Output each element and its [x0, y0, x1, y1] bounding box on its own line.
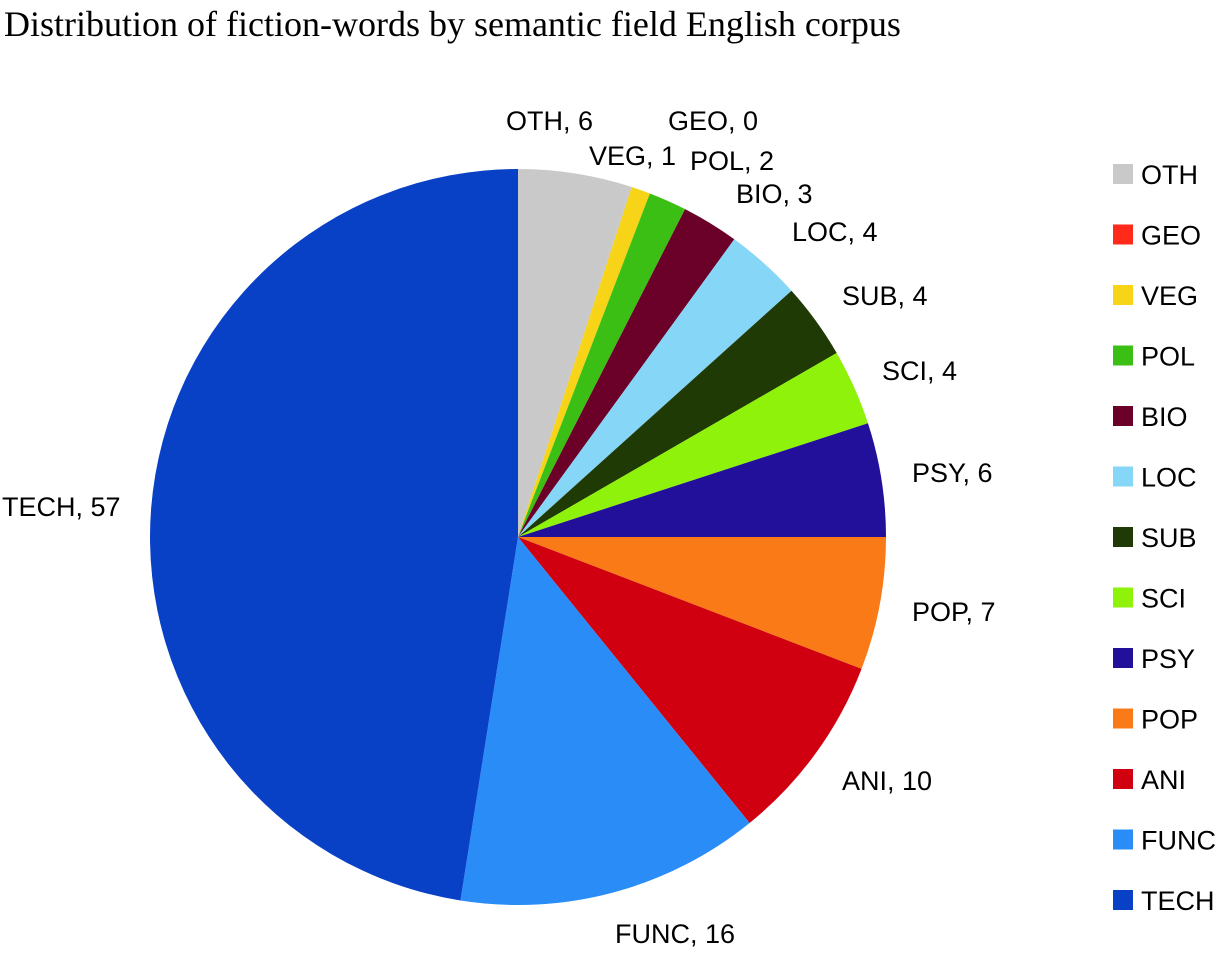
legend-swatch-loc: [1113, 466, 1133, 487]
legend-swatch-sub: [1113, 527, 1133, 547]
legend-label-loc: LOC: [1141, 463, 1197, 493]
legend-label-tech: TECH: [1141, 886, 1215, 916]
data-label-sub: SUB, 4: [842, 281, 928, 311]
pie-slice-sub: [518, 290, 837, 537]
pie-slice-pol: [518, 193, 686, 538]
data-label-oth: OTH, 6: [506, 106, 593, 136]
legend-label-psy: PSY: [1141, 644, 1195, 674]
data-label-loc: LOC, 4: [792, 217, 878, 247]
data-label-pop: POP, 7: [912, 597, 996, 627]
data-label-ani: ANI, 10: [842, 766, 932, 796]
legend-swatch-pol: [1113, 345, 1133, 366]
legend-swatch-ani: [1113, 769, 1133, 789]
legend-label-sub: SUB: [1141, 523, 1197, 553]
pie-slice-ani: [518, 537, 862, 823]
data-label-bio: BIO, 3: [736, 179, 813, 209]
pie-slices: [149, 169, 886, 905]
legend-label-geo: GEO: [1141, 221, 1201, 251]
data-label-psy: PSY, 6: [912, 458, 993, 488]
legend-label-pol: POL: [1141, 342, 1195, 372]
legend-label-sci: SCI: [1141, 584, 1186, 614]
pie-slice-bio: [518, 209, 735, 537]
pie-slice-tech: [149, 169, 518, 901]
legend: OTH GEO VEG POL BIO LOC SUB SCI PSY POP ANI FUNC TEC…: [1113, 160, 1216, 916]
data-label-pol: POL, 2: [690, 146, 774, 176]
legend-swatch-func: [1113, 829, 1133, 850]
legend-swatch-pop: [1113, 708, 1133, 729]
legend-swatch-geo: [1113, 224, 1133, 245]
pie-slice-loc: [518, 239, 792, 538]
data-label-geo: GEO, 0: [668, 106, 758, 136]
pie-slice-pop: [518, 537, 886, 669]
data-label-tech: TECH, 57: [2, 492, 121, 522]
chart-title: Distribution of fiction-words by semanti…: [4, 4, 901, 44]
pie-slice-psy: [518, 423, 886, 537]
data-label-func: FUNC, 16: [615, 919, 735, 949]
legend-swatch-veg: [1113, 285, 1133, 305]
data-label-veg: VEG, 1: [589, 141, 676, 171]
legend-label-bio: BIO: [1141, 402, 1188, 432]
legend-swatch-sci: [1113, 587, 1133, 608]
legend-label-veg: VEG: [1141, 281, 1198, 311]
data-label-sci: SCI, 4: [882, 356, 957, 386]
pie-slice-func: [460, 537, 750, 905]
legend-swatch-bio: [1113, 406, 1133, 426]
legend-swatch-tech: [1113, 890, 1133, 910]
legend-swatch-oth: [1113, 164, 1133, 184]
legend-label-pop: POP: [1141, 705, 1198, 735]
pie-slice-sci: [518, 353, 868, 537]
legend-label-func: FUNC: [1141, 826, 1216, 856]
pie-slice-oth: [518, 169, 632, 537]
pie-slice-veg: [518, 187, 650, 537]
legend-label-ani: ANI: [1141, 765, 1186, 795]
legend-label-oth: OTH: [1141, 160, 1198, 190]
legend-swatch-psy: [1113, 648, 1133, 668]
